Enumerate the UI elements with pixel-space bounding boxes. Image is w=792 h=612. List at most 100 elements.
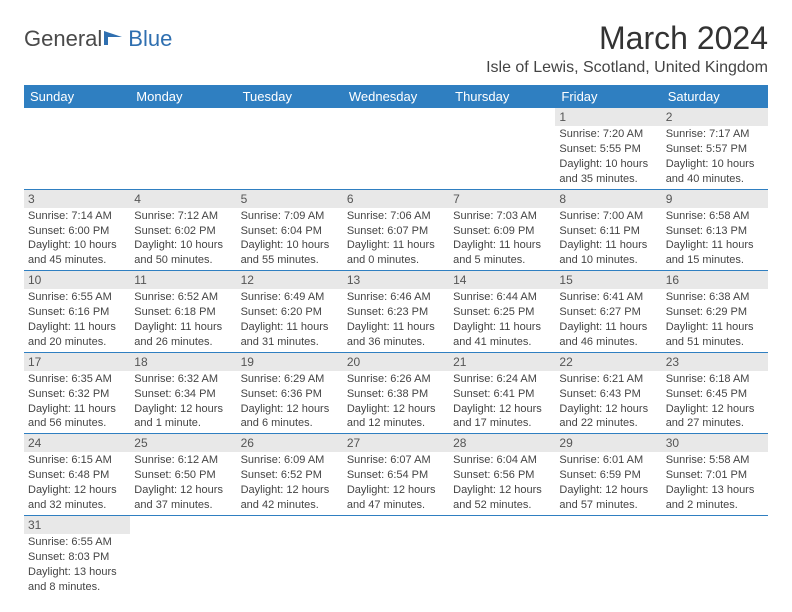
daylight-line: Daylight: 11 hours and 0 minutes.: [347, 238, 445, 268]
day-number: 11: [130, 271, 236, 289]
day-number: 10: [24, 271, 130, 289]
sunset-line: Sunset: 6:18 PM: [134, 305, 232, 320]
sunset-line: Sunset: 6:13 PM: [666, 224, 764, 239]
calendar-cell: 6Sunrise: 7:06 AMSunset: 6:07 PMDaylight…: [343, 189, 449, 271]
sunrise-line: Sunrise: 6:32 AM: [134, 372, 232, 387]
calendar-cell: [662, 515, 768, 596]
sunrise-line: Sunrise: 7:12 AM: [134, 209, 232, 224]
calendar-cell: [449, 108, 555, 189]
calendar-cell: [343, 108, 449, 189]
day-details: Sunrise: 6:44 AMSunset: 6:25 PMDaylight:…: [449, 289, 555, 351]
daylight-line: Daylight: 10 hours and 35 minutes.: [559, 157, 657, 187]
daylight-line: Daylight: 10 hours and 45 minutes.: [28, 238, 126, 268]
sunset-line: Sunset: 6:20 PM: [241, 305, 339, 320]
sunrise-line: Sunrise: 6:41 AM: [559, 290, 657, 305]
sunset-line: Sunset: 6:43 PM: [559, 387, 657, 402]
calendar-table: SundayMondayTuesdayWednesdayThursdayFrid…: [24, 85, 768, 596]
calendar-cell: 12Sunrise: 6:49 AMSunset: 6:20 PMDayligh…: [237, 271, 343, 353]
day-details: Sunrise: 6:09 AMSunset: 6:52 PMDaylight:…: [237, 452, 343, 514]
calendar-cell: 8Sunrise: 7:00 AMSunset: 6:11 PMDaylight…: [555, 189, 661, 271]
location: Isle of Lewis, Scotland, United Kingdom: [486, 59, 768, 77]
daylight-line: Daylight: 12 hours and 6 minutes.: [241, 402, 339, 432]
sunset-line: Sunset: 6:56 PM: [453, 468, 551, 483]
sunrise-line: Sunrise: 7:06 AM: [347, 209, 445, 224]
day-details: Sunrise: 7:00 AMSunset: 6:11 PMDaylight:…: [555, 208, 661, 270]
daylight-line: Daylight: 12 hours and 37 minutes.: [134, 483, 232, 513]
calendar-cell: [237, 108, 343, 189]
sunset-line: Sunset: 6:00 PM: [28, 224, 126, 239]
day-header: Sunday: [24, 85, 130, 108]
sunset-line: Sunset: 6:09 PM: [453, 224, 551, 239]
day-number: 5: [237, 190, 343, 208]
day-number: 1: [555, 108, 661, 126]
day-details: Sunrise: 6:21 AMSunset: 6:43 PMDaylight:…: [555, 371, 661, 433]
calendar-cell: [343, 515, 449, 596]
daylight-line: Daylight: 10 hours and 40 minutes.: [666, 157, 764, 187]
daylight-line: Daylight: 11 hours and 56 minutes.: [28, 402, 126, 432]
sunrise-line: Sunrise: 6:55 AM: [28, 535, 126, 550]
month-title: March 2024: [486, 20, 768, 57]
sunrise-line: Sunrise: 5:58 AM: [666, 453, 764, 468]
sunrise-line: Sunrise: 6:04 AM: [453, 453, 551, 468]
day-number: 13: [343, 271, 449, 289]
day-details: Sunrise: 7:20 AMSunset: 5:55 PMDaylight:…: [555, 126, 661, 188]
day-details: Sunrise: 6:18 AMSunset: 6:45 PMDaylight:…: [662, 371, 768, 433]
sunrise-line: Sunrise: 6:46 AM: [347, 290, 445, 305]
daylight-line: Daylight: 12 hours and 47 minutes.: [347, 483, 445, 513]
sunrise-line: Sunrise: 6:29 AM: [241, 372, 339, 387]
calendar-row: 3Sunrise: 7:14 AMSunset: 6:00 PMDaylight…: [24, 189, 768, 271]
daylight-line: Daylight: 11 hours and 5 minutes.: [453, 238, 551, 268]
day-number: 29: [555, 434, 661, 452]
sunrise-line: Sunrise: 6:49 AM: [241, 290, 339, 305]
day-number: 6: [343, 190, 449, 208]
header: General Blue March 2024 Isle of Lewis, S…: [24, 20, 768, 77]
sunset-line: Sunset: 6:54 PM: [347, 468, 445, 483]
day-header: Friday: [555, 85, 661, 108]
calendar-cell: [130, 515, 236, 596]
day-number: 18: [130, 353, 236, 371]
calendar-cell: 5Sunrise: 7:09 AMSunset: 6:04 PMDaylight…: [237, 189, 343, 271]
day-details: Sunrise: 6:55 AMSunset: 6:16 PMDaylight:…: [24, 289, 130, 351]
day-number: 7: [449, 190, 555, 208]
sunrise-line: Sunrise: 7:20 AM: [559, 127, 657, 142]
calendar-cell: 14Sunrise: 6:44 AMSunset: 6:25 PMDayligh…: [449, 271, 555, 353]
sunrise-line: Sunrise: 7:03 AM: [453, 209, 551, 224]
day-details: Sunrise: 6:07 AMSunset: 6:54 PMDaylight:…: [343, 452, 449, 514]
calendar-cell: 11Sunrise: 6:52 AMSunset: 6:18 PMDayligh…: [130, 271, 236, 353]
sunrise-line: Sunrise: 7:09 AM: [241, 209, 339, 224]
sunrise-line: Sunrise: 6:58 AM: [666, 209, 764, 224]
day-number: 9: [662, 190, 768, 208]
day-number: 27: [343, 434, 449, 452]
sunrise-line: Sunrise: 6:26 AM: [347, 372, 445, 387]
day-details: Sunrise: 6:38 AMSunset: 6:29 PMDaylight:…: [662, 289, 768, 351]
day-details: Sunrise: 7:09 AMSunset: 6:04 PMDaylight:…: [237, 208, 343, 270]
day-details: Sunrise: 6:04 AMSunset: 6:56 PMDaylight:…: [449, 452, 555, 514]
sunset-line: Sunset: 6:32 PM: [28, 387, 126, 402]
sunrise-line: Sunrise: 6:12 AM: [134, 453, 232, 468]
day-number: 21: [449, 353, 555, 371]
day-number: 31: [24, 516, 130, 534]
day-number: 16: [662, 271, 768, 289]
daylight-line: Daylight: 12 hours and 12 minutes.: [347, 402, 445, 432]
day-details: Sunrise: 7:12 AMSunset: 6:02 PMDaylight:…: [130, 208, 236, 270]
sunset-line: Sunset: 6:16 PM: [28, 305, 126, 320]
sunrise-line: Sunrise: 6:21 AM: [559, 372, 657, 387]
sunset-line: Sunset: 6:07 PM: [347, 224, 445, 239]
day-number: 2: [662, 108, 768, 126]
sunset-line: Sunset: 6:25 PM: [453, 305, 551, 320]
day-details: Sunrise: 6:55 AMSunset: 8:03 PMDaylight:…: [24, 534, 130, 596]
calendar-cell: 9Sunrise: 6:58 AMSunset: 6:13 PMDaylight…: [662, 189, 768, 271]
calendar-cell: 31Sunrise: 6:55 AMSunset: 8:03 PMDayligh…: [24, 515, 130, 596]
day-number: 23: [662, 353, 768, 371]
calendar-cell: 23Sunrise: 6:18 AMSunset: 6:45 PMDayligh…: [662, 352, 768, 434]
day-number: 19: [237, 353, 343, 371]
sunrise-line: Sunrise: 6:38 AM: [666, 290, 764, 305]
sunset-line: Sunset: 6:38 PM: [347, 387, 445, 402]
sunrise-line: Sunrise: 6:09 AM: [241, 453, 339, 468]
day-number: 14: [449, 271, 555, 289]
day-details: Sunrise: 5:58 AMSunset: 7:01 PMDaylight:…: [662, 452, 768, 514]
sunset-line: Sunset: 6:45 PM: [666, 387, 764, 402]
daylight-line: Daylight: 11 hours and 51 minutes.: [666, 320, 764, 350]
calendar-cell: [130, 108, 236, 189]
day-header: Thursday: [449, 85, 555, 108]
